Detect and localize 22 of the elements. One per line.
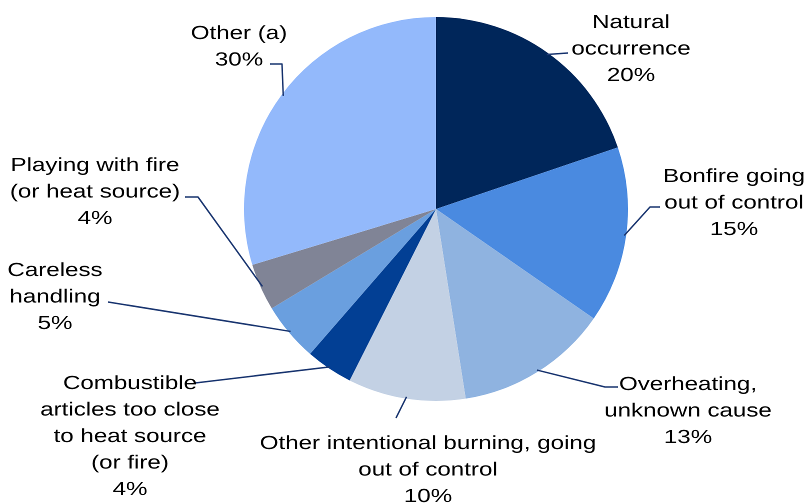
slice-label: Bonfire going out of control (662, 164, 806, 213)
data-label: 20% (606, 64, 656, 86)
data-label: 4% (78, 206, 112, 228)
pie-slice (436, 209, 594, 399)
slice-label: Combustible articles too close to heat source (or fire) (40, 372, 220, 473)
pie-slice (310, 209, 436, 380)
slice-label: Playing with fire (or heat source) (10, 154, 180, 202)
data-label: 15% (710, 218, 758, 240)
slice-label: Natural occurrence (571, 10, 691, 59)
pie-slice (252, 209, 436, 308)
slice-label: Other (a) (190, 22, 288, 44)
data-label: 10% (404, 484, 452, 504)
data-label: 4% (112, 478, 148, 500)
pie-slice (436, 147, 628, 318)
data-label: 30% (214, 48, 264, 70)
pie-slice (350, 209, 466, 401)
slice-label: Overheating, unknown cause (604, 372, 772, 421)
slice-label: Other intentional burning, going out of control (260, 432, 596, 480)
data-label: 5% (38, 312, 72, 334)
data-label: 13% (664, 426, 712, 448)
slice-label: Careless handling (7, 258, 103, 307)
pie-slice (272, 209, 436, 354)
